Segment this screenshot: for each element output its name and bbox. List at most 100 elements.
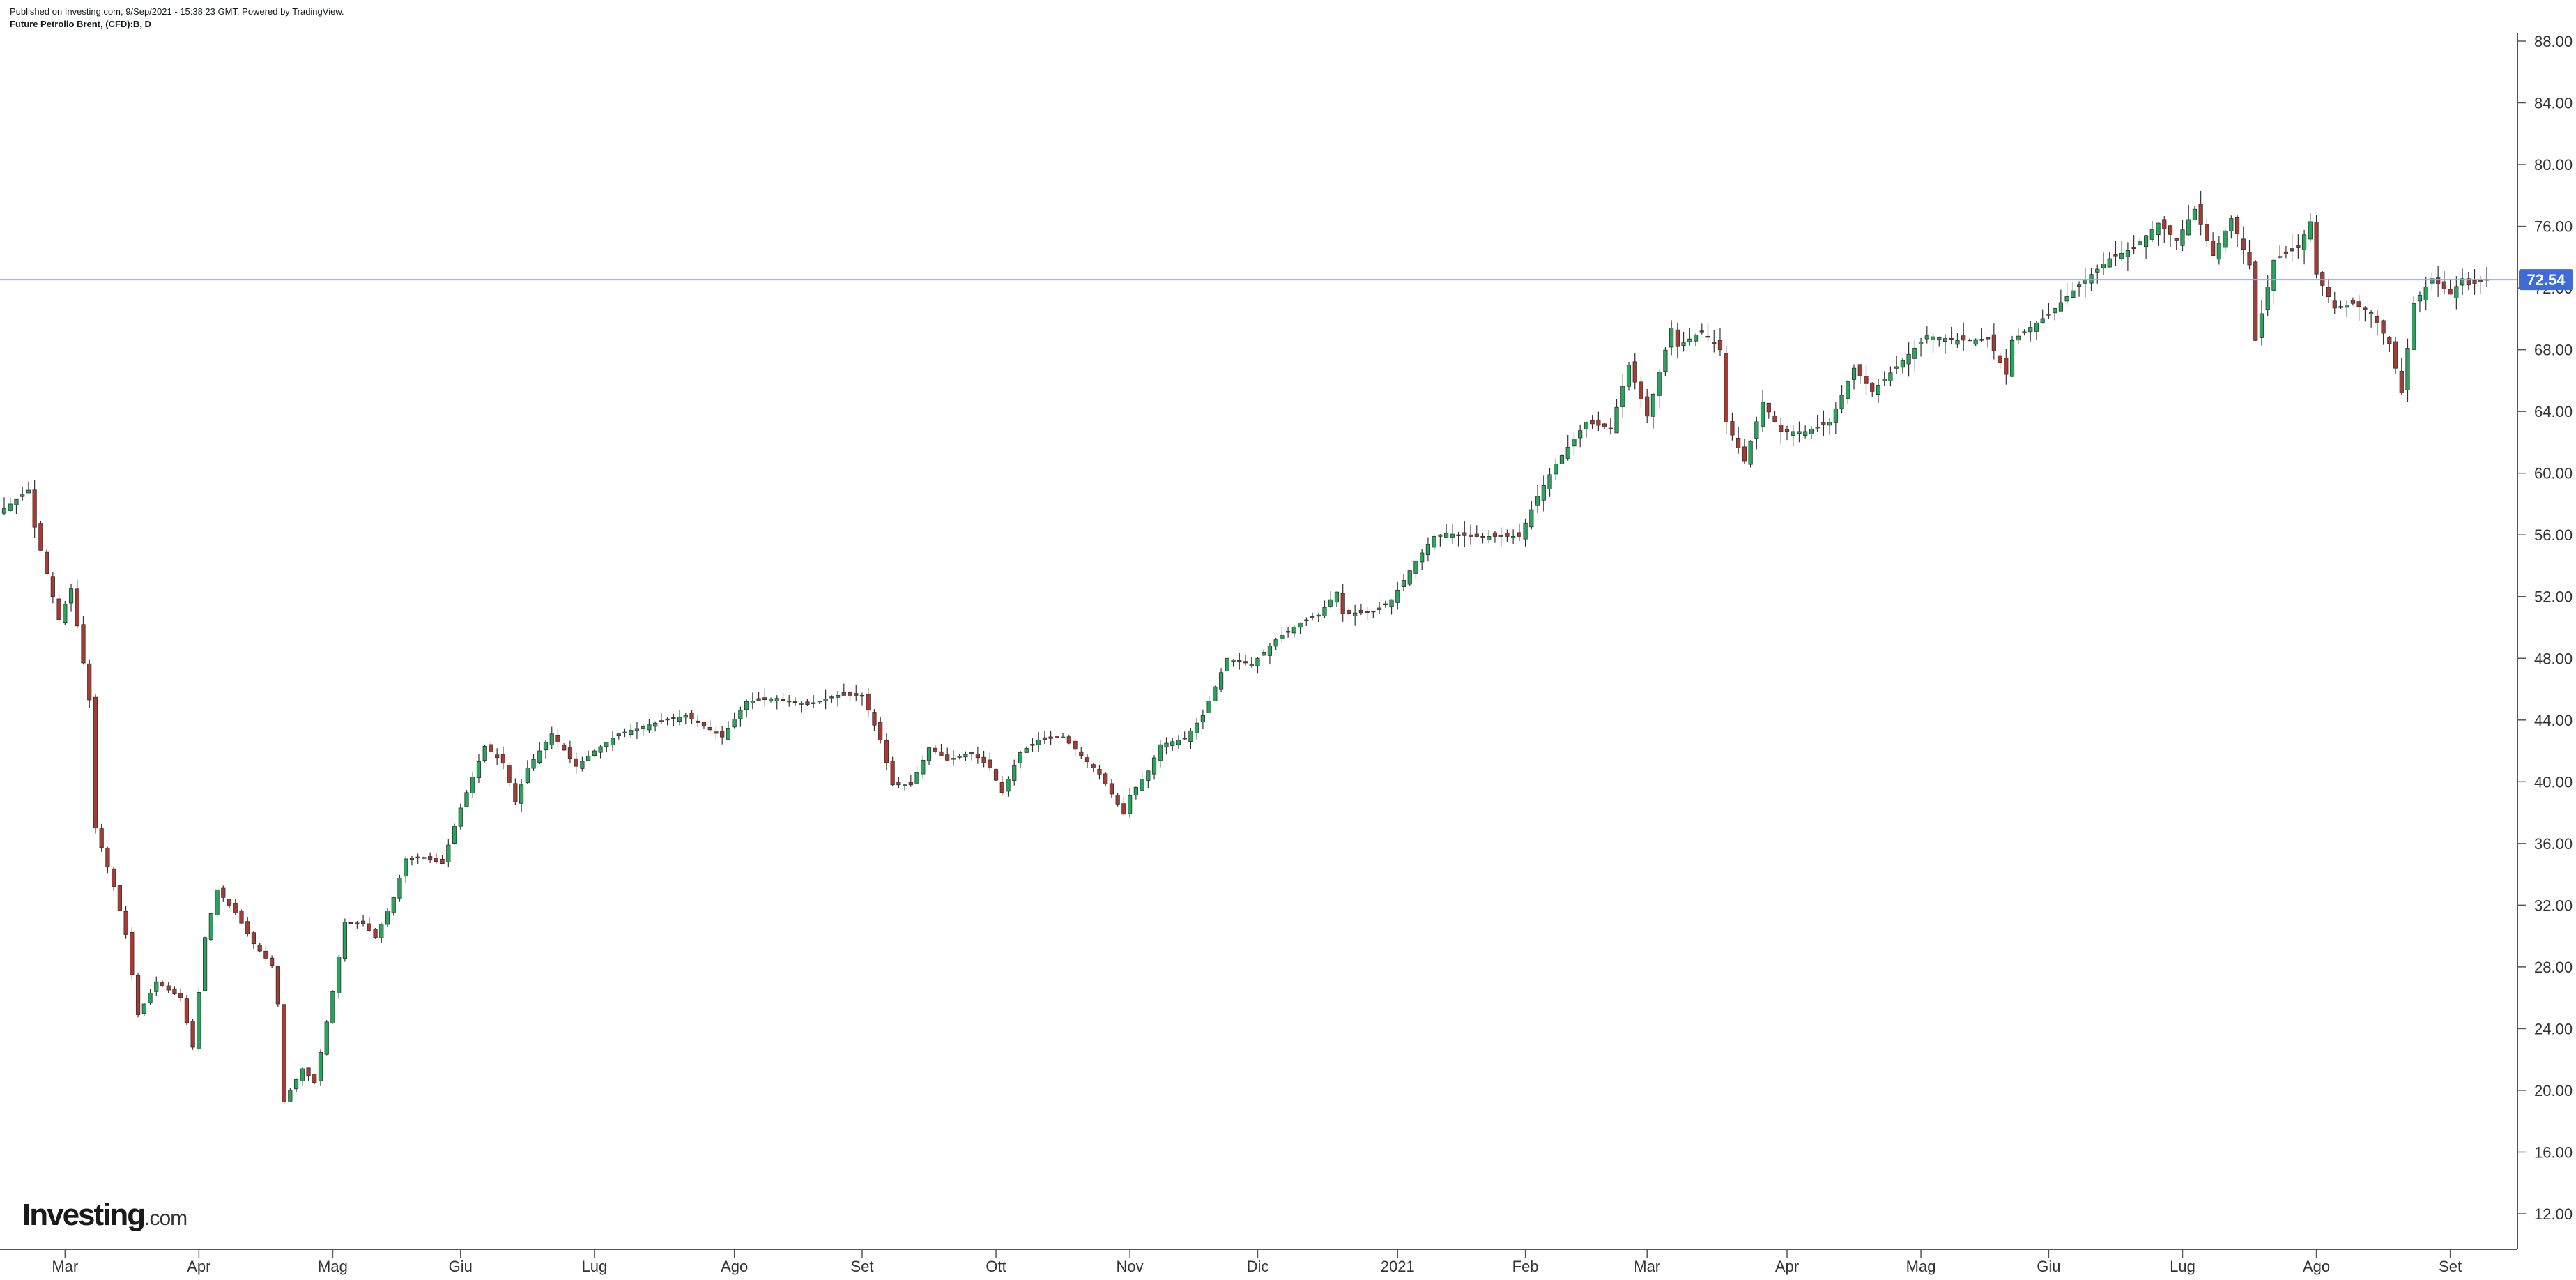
candle-up bbox=[2156, 222, 2161, 236]
candle-down bbox=[2381, 320, 2386, 334]
candle-up bbox=[2369, 312, 2374, 314]
candle-up bbox=[677, 716, 682, 722]
candle-up bbox=[409, 858, 415, 860]
candle-down bbox=[1073, 740, 1078, 750]
candle-up bbox=[391, 897, 396, 913]
candle-down bbox=[1602, 423, 1607, 427]
candle-down bbox=[1717, 340, 1723, 351]
candle-down bbox=[117, 885, 122, 911]
candle-up bbox=[2046, 314, 2051, 316]
candle-up bbox=[604, 742, 609, 747]
candle-up bbox=[293, 1079, 299, 1090]
candle-up bbox=[20, 494, 25, 497]
candle-down bbox=[659, 720, 664, 722]
candle-up bbox=[1298, 622, 1303, 628]
candle-up bbox=[957, 756, 962, 758]
candle-up bbox=[1578, 430, 1583, 439]
candle-up bbox=[1912, 348, 1917, 359]
candle-up bbox=[1188, 730, 1193, 742]
y-tick-label: 32.00 bbox=[2534, 897, 2573, 914]
candle-up bbox=[385, 911, 390, 925]
candle-up bbox=[2058, 302, 2063, 312]
candle-down bbox=[1730, 421, 1735, 436]
candle-up bbox=[1559, 455, 1565, 464]
candle-up bbox=[1407, 570, 1412, 585]
candle-down bbox=[1097, 769, 1102, 775]
y-tick-label: 60.00 bbox=[2534, 465, 2573, 482]
candle-down bbox=[489, 744, 493, 752]
candle-down bbox=[933, 747, 937, 752]
candle-up bbox=[342, 922, 348, 959]
candle-down bbox=[1517, 532, 1521, 537]
y-tick-label: 24.00 bbox=[2534, 1020, 2573, 1037]
x-tick-label: Lug bbox=[2170, 1258, 2195, 1275]
candle-down bbox=[2211, 241, 2216, 257]
candle-up bbox=[1200, 715, 1205, 722]
candle-up bbox=[1450, 533, 1455, 538]
candle-down bbox=[671, 717, 676, 719]
candle-up bbox=[1218, 672, 1224, 690]
candle-down bbox=[884, 740, 889, 763]
candle-up bbox=[1565, 447, 1570, 459]
candle-up bbox=[1827, 422, 1832, 426]
candle-up bbox=[592, 750, 597, 756]
candle-down bbox=[854, 693, 859, 696]
candle-down bbox=[714, 731, 719, 734]
candle-down bbox=[1779, 425, 1784, 432]
candle-down bbox=[689, 712, 694, 719]
candle-down bbox=[112, 868, 116, 887]
candle-up bbox=[1511, 536, 1516, 538]
candle-up bbox=[580, 761, 585, 769]
candle-down bbox=[2478, 280, 2483, 282]
candle-up bbox=[1225, 657, 1229, 671]
candle-up bbox=[1803, 431, 1808, 436]
candle-up bbox=[1529, 509, 1534, 528]
candle-down bbox=[1772, 416, 1777, 422]
y-tick-label: 68.00 bbox=[2534, 342, 2573, 359]
candle-down bbox=[56, 598, 61, 620]
candle-down bbox=[2198, 204, 2203, 225]
candle-up bbox=[2028, 327, 2033, 333]
candle-up bbox=[1353, 612, 1358, 616]
candle-up bbox=[1334, 591, 1340, 603]
candle-down bbox=[890, 761, 895, 786]
candle-up bbox=[1584, 422, 1589, 429]
candle-up bbox=[482, 746, 487, 761]
candle-down bbox=[1347, 610, 1351, 614]
candle-up bbox=[1851, 367, 1857, 380]
candle-down bbox=[2113, 254, 2118, 257]
candle-down bbox=[878, 722, 883, 740]
candle-up bbox=[726, 728, 731, 740]
candle-up bbox=[732, 719, 737, 728]
candle-up bbox=[26, 489, 31, 494]
candle-up bbox=[2101, 264, 2106, 268]
candle-up bbox=[197, 992, 201, 1049]
candle-down bbox=[1712, 342, 1717, 344]
candle-down bbox=[81, 624, 86, 664]
candle-down bbox=[428, 856, 433, 860]
candle-up bbox=[1657, 372, 1662, 396]
candle-down bbox=[2356, 301, 2361, 307]
candle-up bbox=[1249, 664, 1254, 666]
candle-down bbox=[1590, 420, 1595, 425]
last-price-label: 72.54 bbox=[2527, 271, 2566, 289]
candle-up bbox=[1882, 379, 1887, 381]
candle-up bbox=[1036, 740, 1041, 745]
candle-up bbox=[1894, 366, 1899, 369]
candle-up bbox=[1918, 342, 1924, 344]
candle-up bbox=[2192, 208, 2198, 220]
candle-up bbox=[2223, 230, 2228, 248]
candle-up bbox=[926, 747, 932, 761]
candle-up bbox=[324, 1021, 329, 1055]
candle-up bbox=[1151, 757, 1157, 775]
candle-up bbox=[2338, 306, 2343, 308]
candle-up bbox=[2119, 252, 2124, 259]
candle-down bbox=[513, 783, 518, 802]
candle-up bbox=[1797, 431, 1802, 434]
candle-up bbox=[2301, 234, 2307, 250]
x-tick-label: Set bbox=[850, 1258, 873, 1275]
candle-up bbox=[2423, 287, 2428, 300]
candle-up bbox=[1432, 536, 1436, 548]
candle-down bbox=[1596, 419, 1601, 426]
